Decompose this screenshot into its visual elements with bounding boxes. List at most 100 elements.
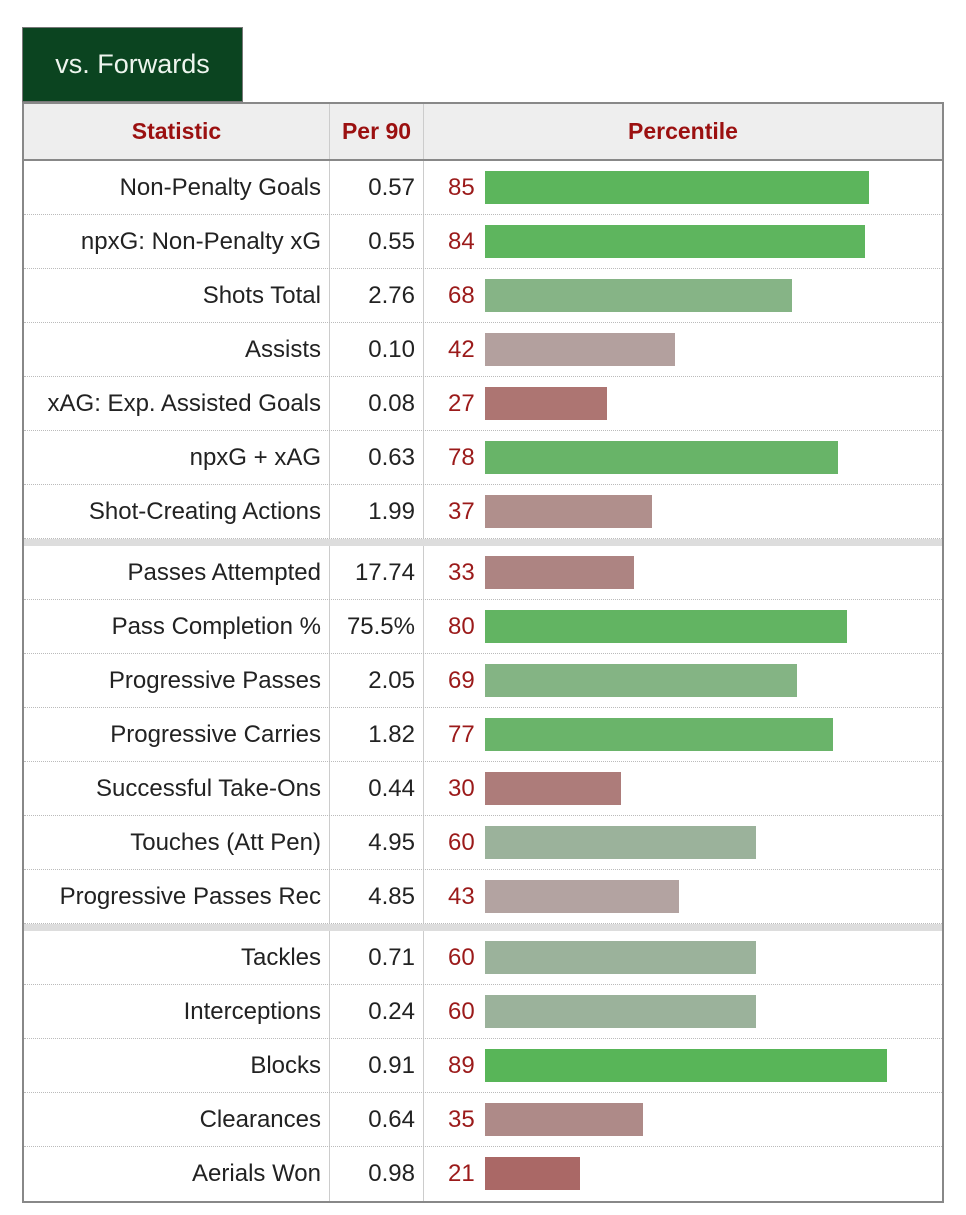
percentile-bar	[485, 664, 797, 697]
per90-value: 2.76	[330, 269, 424, 322]
percentile-cell: 30	[424, 762, 942, 815]
percentile-cell: 33	[424, 546, 942, 599]
percentile-bar	[485, 941, 757, 974]
group-separator	[24, 539, 942, 546]
percentile-bar	[485, 772, 621, 805]
per90-value: 0.08	[330, 377, 424, 430]
percentile-cell: 42	[424, 323, 942, 376]
table-row: Passes Attempted 17.74 33	[24, 546, 942, 600]
percentile-cell: 77	[424, 708, 942, 761]
per90-value: 1.82	[330, 708, 424, 761]
percentile-bar	[485, 995, 757, 1028]
table-row: Touches (Att Pen) 4.95 60	[24, 816, 942, 870]
stat-name: Shot-Creating Actions	[24, 485, 330, 538]
percentile-cell: 21	[424, 1147, 942, 1201]
table-header: Statistic Per 90 Percentile	[24, 104, 942, 161]
stat-name: Passes Attempted	[24, 546, 330, 599]
percentile-bar	[485, 225, 865, 258]
table-row: npxG: Non-Penalty xG 0.55 84	[24, 215, 942, 269]
stat-name: Shots Total	[24, 269, 330, 322]
per90-value: 0.98	[330, 1147, 424, 1201]
percentile-value: 85	[448, 173, 475, 201]
percentile-value: 60	[448, 943, 475, 971]
percentile-cell: 80	[424, 600, 942, 653]
stat-name: Aerials Won	[24, 1147, 330, 1201]
percentile-cell: 84	[424, 215, 942, 268]
per90-value: 0.64	[330, 1093, 424, 1146]
table-row: Successful Take-Ons 0.44 30	[24, 762, 942, 816]
percentile-value: 78	[448, 443, 475, 471]
table-row: Interceptions 0.24 60	[24, 985, 942, 1039]
percentile-cell: 68	[424, 269, 942, 322]
stat-name: Pass Completion %	[24, 600, 330, 653]
per90-value: 1.99	[330, 485, 424, 538]
table-row: Progressive Carries 1.82 77	[24, 708, 942, 762]
percentile-value: 27	[448, 389, 475, 417]
percentile-bar	[485, 610, 847, 643]
percentile-bar	[485, 279, 793, 312]
percentile-cell: 85	[424, 161, 942, 214]
stat-name: Successful Take-Ons	[24, 762, 330, 815]
percentile-cell: 60	[424, 816, 942, 869]
percentile-value: 33	[448, 558, 475, 586]
table-row: Aerials Won 0.98 21	[24, 1147, 942, 1201]
percentile-value: 69	[448, 666, 475, 694]
table-row: Pass Completion % 75.5% 80	[24, 600, 942, 654]
percentile-cell: 27	[424, 377, 942, 430]
percentile-cell: 60	[424, 985, 942, 1038]
per90-value: 0.63	[330, 431, 424, 484]
percentile-bar	[485, 171, 870, 204]
percentile-cell: 89	[424, 1039, 942, 1092]
percentile-value: 80	[448, 612, 475, 640]
table-row: Assists 0.10 42	[24, 323, 942, 377]
header-per90[interactable]: Per 90	[330, 104, 424, 159]
percentile-value: 68	[448, 281, 475, 309]
per90-value: 75.5%	[330, 600, 424, 653]
table-row: Progressive Passes Rec 4.85 43	[24, 870, 942, 924]
percentile-cell: 78	[424, 431, 942, 484]
percentile-cell: 37	[424, 485, 942, 538]
table-row: Shots Total 2.76 68	[24, 269, 942, 323]
percentile-cell: 43	[424, 870, 942, 923]
percentile-value: 60	[448, 828, 475, 856]
percentile-value: 89	[448, 1051, 475, 1079]
header-percentile[interactable]: Percentile	[628, 118, 738, 144]
percentile-value: 30	[448, 774, 475, 802]
table-row: Shot-Creating Actions 1.99 37	[24, 485, 942, 539]
percentile-value: 42	[448, 335, 475, 363]
per90-value: 0.10	[330, 323, 424, 376]
per90-value: 0.57	[330, 161, 424, 214]
percentile-bar	[485, 880, 680, 913]
percentile-bar	[485, 441, 838, 474]
percentile-value: 43	[448, 882, 475, 910]
scouting-table: Statistic Per 90 Percentile Non-Penalty …	[22, 102, 944, 1203]
percentile-value: 84	[448, 227, 475, 255]
per90-value: 0.71	[330, 931, 424, 984]
stat-name: Blocks	[24, 1039, 330, 1092]
percentile-bar	[485, 718, 834, 751]
percentile-cell: 60	[424, 931, 942, 984]
stat-name: Progressive Passes Rec	[24, 870, 330, 923]
percentile-value: 77	[448, 720, 475, 748]
stat-name: Touches (Att Pen)	[24, 816, 330, 869]
percentile-cell: 35	[424, 1093, 942, 1146]
stat-name: Non-Penalty Goals	[24, 161, 330, 214]
stat-name: npxG: Non-Penalty xG	[24, 215, 330, 268]
per90-value: 0.55	[330, 215, 424, 268]
stat-name: Progressive Passes	[24, 654, 330, 707]
table-row: Non-Penalty Goals 0.57 85	[24, 161, 942, 215]
table-row: Progressive Passes 2.05 69	[24, 654, 942, 708]
percentile-bar	[485, 556, 635, 589]
percentile-bar	[485, 1157, 580, 1190]
percentile-value: 60	[448, 997, 475, 1025]
header-statistic[interactable]: Statistic	[24, 104, 330, 159]
tab-vs-forwards[interactable]: vs. Forwards	[22, 27, 243, 102]
per90-value: 0.44	[330, 762, 424, 815]
per90-value: 17.74	[330, 546, 424, 599]
table-row: xAG: Exp. Assisted Goals 0.08 27	[24, 377, 942, 431]
percentile-value: 35	[448, 1105, 475, 1133]
percentile-cell: 69	[424, 654, 942, 707]
percentile-value: 21	[448, 1160, 475, 1187]
stat-name: Assists	[24, 323, 330, 376]
stat-name: npxG + xAG	[24, 431, 330, 484]
